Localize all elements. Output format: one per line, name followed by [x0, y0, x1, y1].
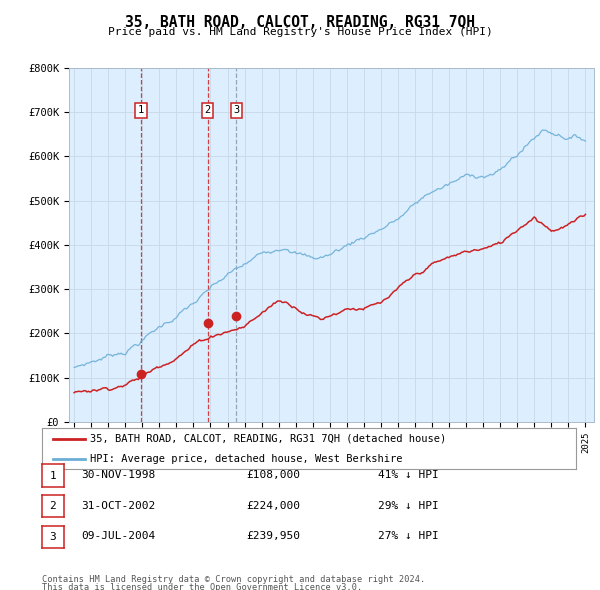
- Text: 27% ↓ HPI: 27% ↓ HPI: [378, 532, 439, 541]
- Text: 09-JUL-2004: 09-JUL-2004: [81, 532, 155, 541]
- Text: 2: 2: [49, 502, 56, 511]
- Text: £239,950: £239,950: [246, 532, 300, 541]
- Text: 35, BATH ROAD, CALCOT, READING, RG31 7QH (detached house): 35, BATH ROAD, CALCOT, READING, RG31 7QH…: [90, 434, 446, 444]
- Text: 30-NOV-1998: 30-NOV-1998: [81, 470, 155, 480]
- Text: HPI: Average price, detached house, West Berkshire: HPI: Average price, detached house, West…: [90, 454, 403, 464]
- Text: 2: 2: [205, 106, 211, 115]
- Text: 29% ↓ HPI: 29% ↓ HPI: [378, 501, 439, 510]
- Text: 1: 1: [138, 106, 144, 115]
- Text: 31-OCT-2002: 31-OCT-2002: [81, 501, 155, 510]
- Text: This data is licensed under the Open Government Licence v3.0.: This data is licensed under the Open Gov…: [42, 583, 362, 590]
- Text: 1: 1: [49, 471, 56, 480]
- Text: 41% ↓ HPI: 41% ↓ HPI: [378, 470, 439, 480]
- Text: Contains HM Land Registry data © Crown copyright and database right 2024.: Contains HM Land Registry data © Crown c…: [42, 575, 425, 584]
- Text: £108,000: £108,000: [246, 470, 300, 480]
- Text: £224,000: £224,000: [246, 501, 300, 510]
- Text: Price paid vs. HM Land Registry's House Price Index (HPI): Price paid vs. HM Land Registry's House …: [107, 27, 493, 37]
- Text: 3: 3: [233, 106, 239, 115]
- Text: 35, BATH ROAD, CALCOT, READING, RG31 7QH: 35, BATH ROAD, CALCOT, READING, RG31 7QH: [125, 15, 475, 30]
- Text: 3: 3: [49, 532, 56, 542]
